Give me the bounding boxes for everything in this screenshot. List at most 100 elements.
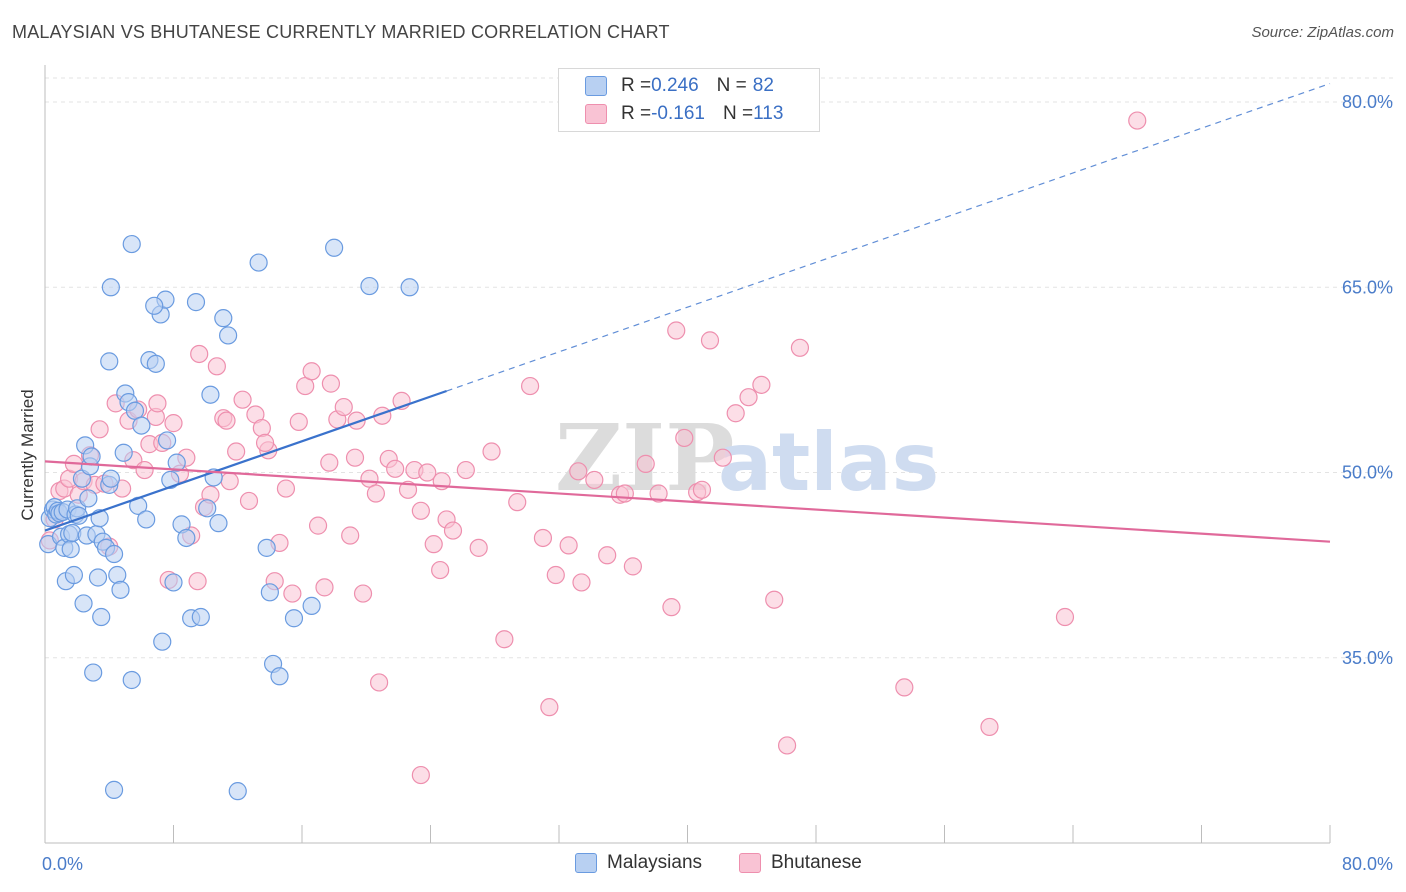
bhutanese-point (90, 420, 109, 439)
n-value: 82 (752, 75, 774, 96)
r-label: R = (621, 103, 652, 124)
malaysian-point (74, 594, 93, 613)
legend-row-malaysians: R = 0.246 N = 82 (585, 73, 774, 99)
legend-item-bhutanese[interactable]: Bhutanese (739, 852, 862, 874)
malaysian-point (122, 670, 141, 690)
bhutanese-point (148, 394, 167, 413)
bhutanese-point (207, 357, 226, 376)
bhutanese-point (411, 501, 430, 520)
bhutanese-point (675, 428, 694, 448)
malaysian-point (101, 469, 120, 488)
legend-item-malaysians[interactable]: Malaysians (575, 852, 702, 874)
malaysian-point (257, 538, 276, 557)
malaysian-point (177, 528, 196, 548)
n-label: N = (722, 103, 754, 124)
bhutanese-point (895, 678, 914, 697)
bhutanese-point (623, 557, 642, 576)
bhutanese-point (559, 536, 578, 555)
bhutanese-point (341, 526, 360, 545)
legend-label: Malaysians (607, 852, 703, 873)
bhutanese-point (508, 493, 527, 512)
malaysian-point (145, 296, 164, 315)
bhutanese-point (315, 578, 334, 597)
bhutanese-points (40, 111, 1147, 785)
bhutanese-point (217, 411, 236, 430)
bhutanese-point (598, 546, 617, 565)
bhutanese-point (546, 565, 565, 585)
bhutanese-point (252, 418, 271, 438)
x-tick-label: 80.0% (1342, 854, 1393, 874)
bhutanese-point (482, 442, 501, 461)
bhutanese-point (469, 538, 488, 557)
malaysian-point (400, 278, 419, 297)
malaysian-point (100, 352, 119, 371)
tick-labels: Currently Married 35.0% 50.0% 65.0% 80.0% 0.0… (18, 92, 1393, 874)
series-legend: Malaysians Bhutanese (0, 852, 1406, 878)
malaysian-point (270, 667, 289, 686)
malaysian-point (325, 238, 344, 257)
bhutanese-point (533, 528, 553, 548)
bhutanese-point (700, 331, 720, 350)
blue-swatch (575, 853, 597, 873)
bhutanese-point (276, 479, 296, 498)
bhutanese-point (692, 480, 712, 499)
y-tick-label: 80.0% (1342, 92, 1393, 112)
bhutanese-point (321, 374, 341, 393)
malaysian-point (260, 583, 279, 602)
bhutanese-point (283, 584, 302, 603)
malaysian-point (219, 326, 238, 345)
bhutanese-point (334, 397, 353, 417)
bhutanese-point (739, 388, 758, 407)
bhutanese-point (636, 454, 655, 473)
y-tick-label: 35.0% (1342, 648, 1393, 668)
correlation-legend: R = 0.246 N = 82 R = -0.161 N = 113 (558, 68, 820, 132)
malaysian-point (186, 293, 206, 312)
malaysian-point (164, 573, 183, 592)
bhutanese-point (443, 521, 463, 540)
malaysian-point (137, 510, 156, 529)
bhutanese-point (353, 584, 373, 603)
bhutanese-point (726, 404, 745, 423)
bhutanese-point (424, 535, 443, 554)
n-value: 113 (753, 103, 784, 124)
malaysian-point (249, 253, 268, 272)
bhutanese-point (411, 765, 430, 785)
pink-swatch (585, 104, 607, 124)
y-tick-label: 50.0% (1342, 463, 1393, 483)
r-value: -0.161 (651, 103, 705, 124)
malaysian-point (284, 609, 304, 628)
bhutanese-point (765, 590, 784, 609)
malaysian-point (161, 470, 180, 490)
malaysian-point (88, 568, 108, 587)
malaysian-point (302, 596, 321, 615)
malaysian-trend-line (44, 389, 447, 532)
bhutanese-point (540, 698, 559, 717)
bhutanese-point (366, 484, 385, 503)
y-tick-label: 65.0% (1342, 277, 1393, 297)
malaysian-point (79, 489, 98, 508)
malaysian-point (92, 607, 111, 627)
grid-lines (45, 77, 1395, 659)
bhutanese-point (190, 344, 209, 364)
bhutanese-point (713, 448, 732, 467)
malaysian-point (167, 453, 186, 472)
trend-lines (44, 82, 1331, 543)
bhutanese-point (790, 338, 810, 357)
malaysian-point (101, 278, 120, 297)
malaysian-point (132, 416, 151, 435)
malaysian-point (114, 443, 133, 462)
malaysian-point (228, 782, 247, 801)
x-tick-label: 0.0% (42, 854, 83, 874)
malaysian-point (214, 309, 233, 328)
bhutanese-point (220, 472, 239, 491)
bhutanese-point (188, 572, 207, 591)
bhutanese-point (289, 412, 308, 431)
bhutanese-point (569, 462, 588, 481)
watermark-atlas: atlas (718, 416, 939, 509)
malaysian-point (191, 607, 210, 627)
bhutanese-point (1055, 607, 1075, 627)
malaysian-point (61, 539, 80, 559)
malaysian-point (84, 663, 103, 682)
bhutanese-point (495, 630, 514, 649)
blue-swatch (585, 76, 607, 96)
